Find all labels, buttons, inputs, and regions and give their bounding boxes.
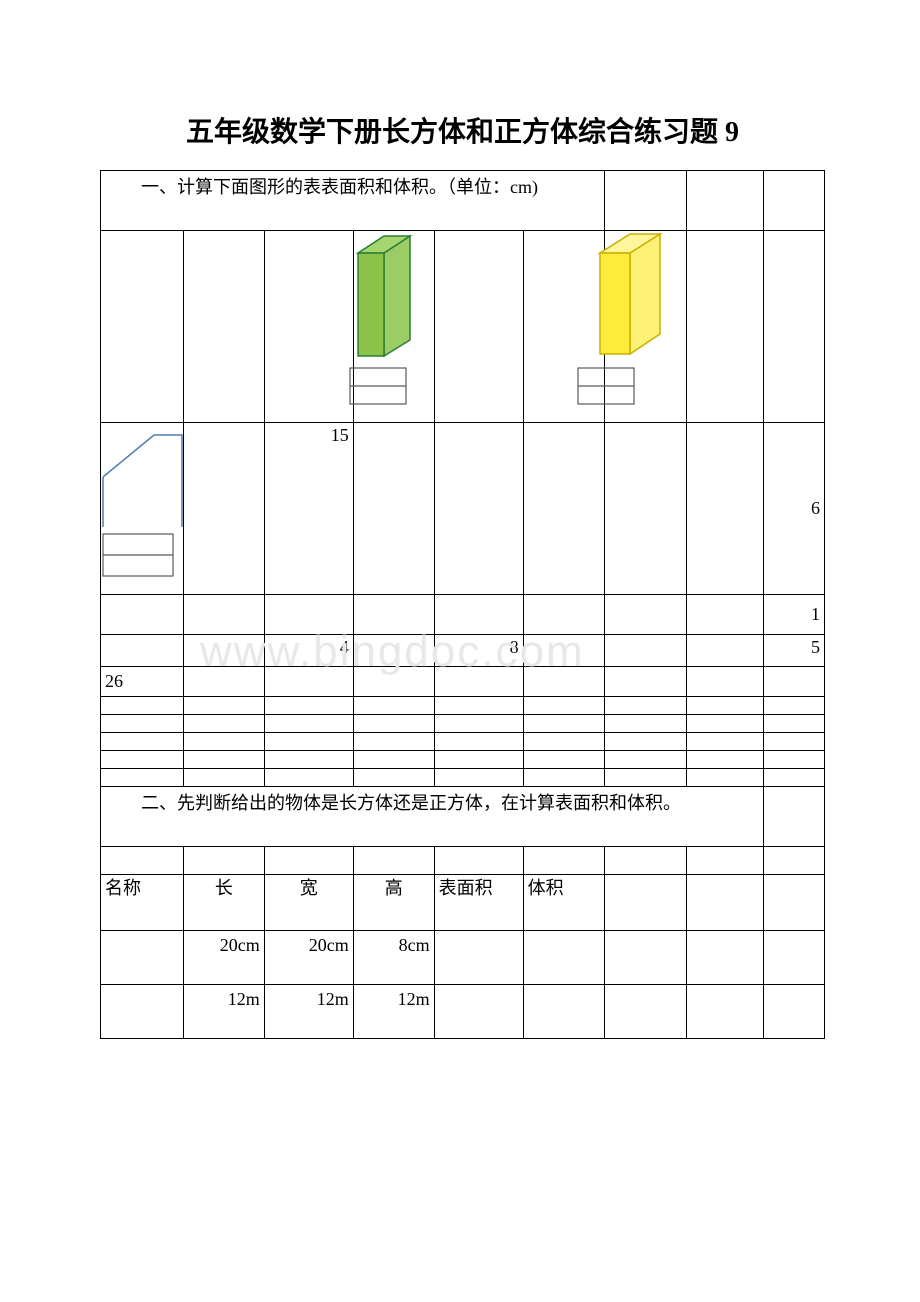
hdr-height: 高 [353,875,434,931]
main-table: 一、计算下面图形的表表面积和体积。（单位：cm) 15 6 1 4 8 5 26… [100,170,825,1039]
num-26: 26 [101,667,184,697]
r1-h: 8cm [353,931,434,985]
hdr-width: 宽 [264,875,353,931]
page-title: 五年级数学下册长方体和正方体综合练习题 9 [100,110,825,150]
r1-l: 20cm [183,931,264,985]
watermark: www.bingdoc.com [200,627,585,677]
hdr-area: 表面积 [434,875,523,931]
table-row [101,931,184,985]
num-6: 6 [764,423,825,595]
r2-h: 12m [353,985,434,1039]
r2-l: 12m [183,985,264,1039]
num-15: 15 [264,423,353,595]
hdr-length: 长 [183,875,264,931]
hdr-name: 名称 [101,875,184,931]
table-row [101,985,184,1039]
section2-text: 二、先判断给出的物体是长方体还是正方体，在计算表面积和体积。 [101,787,764,847]
hdr-volume: 体积 [523,875,604,931]
r2-w: 12m [264,985,353,1039]
num-5: 5 [764,635,825,667]
r1-w: 20cm [264,931,353,985]
section1-text: 一、计算下面图形的表表面积和体积。（单位：cm) [101,171,605,231]
num-1: 1 [764,595,825,635]
